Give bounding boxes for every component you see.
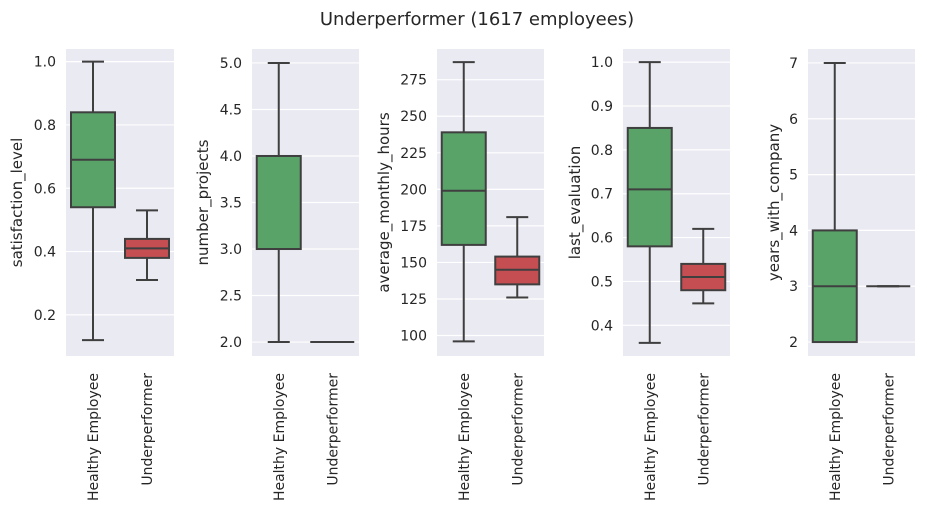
x-tick-label: Healthy Employee <box>86 373 102 501</box>
y-tick-label: 4 <box>789 223 798 239</box>
y-tick-label: 0.6 <box>34 181 56 197</box>
y-tick-label: 0.6 <box>591 231 613 247</box>
box-body <box>440 131 487 246</box>
box-underperformer <box>680 227 727 305</box>
y-tick-label: 125 <box>400 292 427 308</box>
y-tick-label: 150 <box>400 255 427 271</box>
y-tick-label: 250 <box>400 109 427 125</box>
box-healthy-employee <box>811 61 858 344</box>
box-healthy-employee <box>626 61 673 344</box>
y-tick-label: 200 <box>400 182 427 198</box>
x-tick-label: Underperformer <box>881 373 897 486</box>
box-body <box>626 126 673 248</box>
y-axis-label: satisfaction_level <box>8 138 27 268</box>
box-healthy-employee <box>255 61 302 344</box>
y-tick-label: 0.7 <box>591 187 613 203</box>
y-axis-label: number_projects <box>194 139 213 265</box>
box-healthy-employee <box>440 61 487 343</box>
y-tick-label: 2.0 <box>220 335 242 351</box>
y-tick-label: 7 <box>789 56 798 72</box>
subplot-2: 2.0 2.5 3.0 3.5 4.0 4.5 5.0 number_projects Heal… <box>194 49 359 501</box>
y-tick-label: 175 <box>400 219 427 235</box>
y-axis-label: average_monthly_hours <box>375 112 394 292</box>
y-tick-label: 0.2 <box>34 308 56 324</box>
y-tick-label: 5 <box>789 168 798 184</box>
x-tick-label: Healthy Employee <box>457 373 473 501</box>
x-tick-label: Underperformer <box>325 373 341 486</box>
y-tick-label: 4.5 <box>220 102 242 118</box>
y-tick-label: 3.0 <box>220 242 242 258</box>
y-tick-label: 100 <box>400 329 427 345</box>
y-axis-label: years_with_company <box>765 124 784 281</box>
y-tick-label: 0.8 <box>591 143 613 159</box>
box-healthy-employee <box>70 60 116 342</box>
subplot-1: 0.2 0.4 0.6 0.8 1.0 satisfaction_level Healthy… <box>8 49 174 501</box>
y-tick-label: 0.4 <box>34 245 56 261</box>
x-tick-label: Underperformer <box>696 373 712 486</box>
figure-title: Underperformer (1617 employees) <box>320 9 634 30</box>
y-tick-label: 2 <box>789 335 798 351</box>
y-tick-label: 6 <box>789 112 798 128</box>
subplot-4: 0.4 0.5 0.6 0.7 0.8 0.9 1.0 last_evaluation Heal… <box>566 49 730 501</box>
y-tick-label: 0.8 <box>34 118 56 134</box>
box-underperformer <box>124 209 170 282</box>
box-body <box>255 154 302 251</box>
y-tick-label: 5.0 <box>220 56 242 72</box>
x-tick-label: Underperformer <box>510 373 526 486</box>
y-axis-label: last_evaluation <box>566 146 585 259</box>
y-tick-label: 3 <box>789 279 798 295</box>
x-tick-label: Underperformer <box>140 373 156 486</box>
box-underperformer <box>494 216 541 299</box>
y-tick-label: 4.0 <box>220 149 242 165</box>
y-tick-label: 1.0 <box>34 55 56 71</box>
x-tick-label: Healthy Employee <box>643 373 659 501</box>
y-tick-label: 2.5 <box>220 289 242 305</box>
y-tick-label: 1.0 <box>591 55 613 71</box>
x-tick-label: Healthy Employee <box>272 373 288 501</box>
x-tick-label: Healthy Employee <box>828 373 844 501</box>
y-tick-label: 0.5 <box>591 274 613 290</box>
y-tick-label: 3.5 <box>220 196 242 212</box>
y-tick-label: 275 <box>400 73 427 89</box>
subplot-3: 100 125 150 175 200 225 250 275 average_monthly_… <box>375 49 544 501</box>
y-tick-label: 0.4 <box>591 318 613 334</box>
y-tick-label: 225 <box>400 146 427 162</box>
y-tick-label: 0.9 <box>591 99 613 115</box>
subplot-5: 2 3 4 5 6 7 years_with_company Healthy Employee… <box>765 49 915 501</box>
